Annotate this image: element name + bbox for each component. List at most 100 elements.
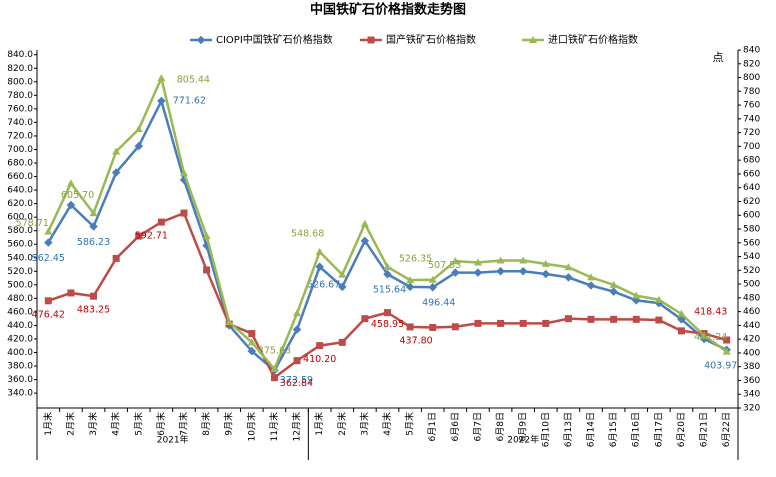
x-tick-label: 6月7日 bbox=[472, 412, 483, 441]
x-tick-label: 6月10日 bbox=[540, 412, 551, 447]
data-label: 410.20 bbox=[303, 354, 336, 365]
y-tick-label: 360.0 bbox=[7, 375, 33, 385]
marker bbox=[67, 289, 75, 297]
data-label: 526.67 bbox=[307, 279, 340, 290]
data-label: 418.43 bbox=[694, 307, 727, 318]
marker bbox=[270, 374, 278, 382]
y2-tick-label: 760 bbox=[743, 101, 760, 111]
x-tick-label: 5月末 bbox=[404, 412, 416, 436]
marker bbox=[316, 342, 324, 350]
marker bbox=[44, 297, 52, 305]
y-tick-label: 760.0 bbox=[7, 104, 33, 114]
x-tick-label: 2月末 bbox=[64, 412, 76, 436]
data-label: 362.84 bbox=[280, 378, 313, 389]
group-label: 2021年 bbox=[157, 434, 189, 446]
x-tick-label: 6月16日 bbox=[631, 412, 642, 447]
marker bbox=[112, 147, 121, 155]
y-tick-label: 780.0 bbox=[7, 91, 33, 101]
y-tick-label: 800.0 bbox=[7, 77, 33, 87]
marker bbox=[564, 315, 572, 323]
y-tick-label: 600.0 bbox=[7, 213, 33, 223]
marker bbox=[293, 309, 302, 317]
y-tick-label: 460.0 bbox=[7, 307, 33, 317]
data-label: 605.70 bbox=[61, 190, 94, 201]
marker bbox=[451, 257, 460, 265]
marker bbox=[293, 357, 301, 365]
marker bbox=[338, 270, 347, 278]
y-tick-label: 420.0 bbox=[7, 334, 33, 344]
marker bbox=[451, 323, 459, 331]
marker bbox=[474, 319, 482, 327]
x-tick-label: 6月13日 bbox=[563, 412, 574, 447]
marker bbox=[179, 169, 188, 177]
marker bbox=[112, 254, 120, 262]
y-tick-label: 580.0 bbox=[7, 226, 33, 236]
data-label: 403.97 bbox=[704, 360, 737, 371]
marker bbox=[360, 236, 370, 246]
x-tick-label: 6月14日 bbox=[586, 412, 597, 447]
x-tick-label: 2月末 bbox=[336, 412, 348, 436]
marker bbox=[519, 319, 527, 327]
y2-tick-label: 720 bbox=[743, 128, 760, 138]
data-label: 548.68 bbox=[291, 228, 324, 239]
x-tick-label: 3月末 bbox=[87, 412, 99, 436]
y2-tick-label: 560 bbox=[743, 238, 760, 248]
y-tick-label: 620.0 bbox=[7, 199, 33, 209]
marker bbox=[383, 262, 392, 270]
marker bbox=[66, 179, 75, 187]
marker bbox=[202, 232, 211, 240]
marker bbox=[428, 282, 437, 292]
x-tick-label: 11月末 bbox=[268, 412, 280, 441]
marker bbox=[338, 338, 346, 346]
data-label: 373.59 bbox=[280, 375, 313, 386]
y-tick-label: 500.0 bbox=[7, 280, 33, 290]
x-tick-label: 6月1日 bbox=[427, 412, 438, 441]
marker bbox=[722, 347, 731, 355]
marker bbox=[564, 263, 573, 271]
data-label: 578.71 bbox=[16, 218, 49, 229]
legend-label: 进口铁矿石价格指数 bbox=[548, 33, 638, 46]
x-tick-label: 1月末 bbox=[42, 412, 54, 436]
y2-tick-label: 360 bbox=[743, 376, 760, 386]
marker bbox=[338, 282, 347, 292]
marker bbox=[134, 141, 144, 151]
marker bbox=[473, 268, 483, 277]
y-tick-label: 380.0 bbox=[7, 362, 33, 372]
marker bbox=[609, 280, 618, 288]
marker bbox=[315, 262, 324, 272]
x-tick-label: 6月末 bbox=[155, 412, 167, 436]
y2-tick-label: 380 bbox=[743, 362, 760, 372]
marker bbox=[135, 232, 143, 240]
y2-tick-label: 340 bbox=[743, 390, 760, 400]
marker bbox=[428, 275, 437, 283]
y2-tick-label: 460 bbox=[743, 307, 760, 317]
y-tick-label: 700.0 bbox=[7, 145, 33, 155]
x-tick-label: 8月末 bbox=[200, 412, 212, 436]
marker bbox=[519, 256, 528, 264]
data-label: 592.71 bbox=[135, 231, 168, 242]
marker bbox=[587, 273, 596, 281]
y-tick-label: 820.0 bbox=[7, 64, 33, 74]
data-label: 483.25 bbox=[77, 305, 110, 316]
legend-label: CIOPI中国铁矿石价格指数 bbox=[216, 33, 333, 46]
marker bbox=[270, 364, 279, 372]
marker bbox=[677, 327, 685, 335]
y2-tick-label: 320 bbox=[743, 404, 760, 414]
y2-tick-label: 740 bbox=[743, 114, 760, 124]
data-label: 507.53 bbox=[428, 260, 461, 271]
marker bbox=[44, 238, 53, 247]
y-tick-label: 720.0 bbox=[7, 131, 33, 141]
y2-tick-label: 400 bbox=[743, 348, 760, 358]
x-tick-label: 7月末 bbox=[177, 412, 189, 436]
marker bbox=[157, 96, 166, 106]
marker bbox=[196, 35, 206, 45]
marker bbox=[723, 336, 731, 344]
y2-tick-label: 800 bbox=[743, 73, 760, 83]
y2-tick-label: 540 bbox=[743, 252, 760, 262]
y2-tick-label: 500 bbox=[743, 280, 760, 290]
x-tick-label: 6月20日 bbox=[676, 412, 687, 447]
y-tick-label: 540.0 bbox=[7, 253, 33, 263]
marker bbox=[157, 218, 165, 226]
x-tick-label: 6月21日 bbox=[699, 412, 710, 447]
y2-tick-label: 660 bbox=[743, 169, 760, 179]
